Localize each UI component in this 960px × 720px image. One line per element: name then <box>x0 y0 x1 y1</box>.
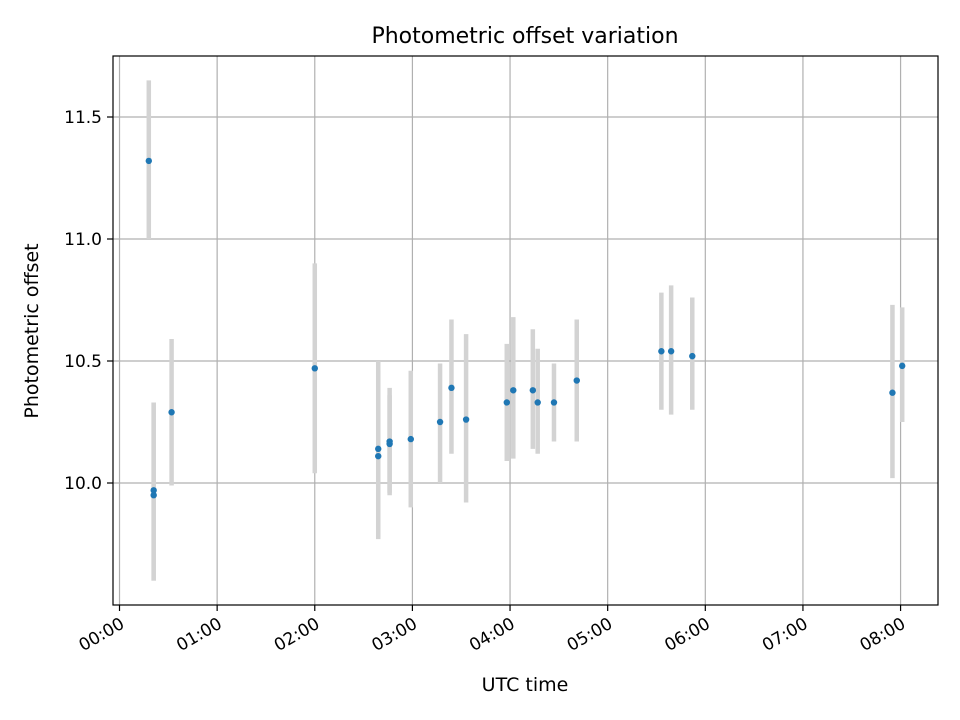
data-point <box>534 399 541 406</box>
data-point <box>375 445 382 453</box>
chart-title: Photometric offset variation <box>371 24 678 49</box>
data-point <box>462 416 470 423</box>
data-point <box>899 362 906 370</box>
data-point <box>550 399 558 406</box>
plot-area-frame <box>112 55 939 606</box>
data-point <box>436 418 444 426</box>
data-point <box>889 389 896 396</box>
data-point <box>375 452 382 460</box>
data-point <box>448 384 455 392</box>
data-point <box>573 377 580 384</box>
y-tick-label: 10.0 <box>64 474 102 494</box>
data-point <box>510 387 517 394</box>
data-point <box>407 435 414 443</box>
point-layer <box>145 157 906 499</box>
data-point <box>689 352 696 360</box>
y-axis-ticks: 10.0 10.5 11.0 11.5 <box>64 108 113 494</box>
data-point <box>667 348 675 355</box>
plot-area-background <box>113 56 938 605</box>
y-tick-label: 11.0 <box>64 230 102 250</box>
y-tick-label: 10.5 <box>64 352 102 372</box>
data-point <box>503 399 510 406</box>
data-point <box>145 157 152 165</box>
data-point <box>529 387 537 394</box>
data-point <box>150 487 157 494</box>
data-point <box>311 365 318 372</box>
data-point <box>168 409 175 416</box>
data-point <box>386 440 393 448</box>
data-point <box>150 492 157 499</box>
y-axis-label: Photometric offset <box>21 243 43 418</box>
y-tick-label: 11.5 <box>64 108 102 128</box>
x-axis-label: UTC time <box>482 674 569 696</box>
data-point <box>658 348 665 355</box>
